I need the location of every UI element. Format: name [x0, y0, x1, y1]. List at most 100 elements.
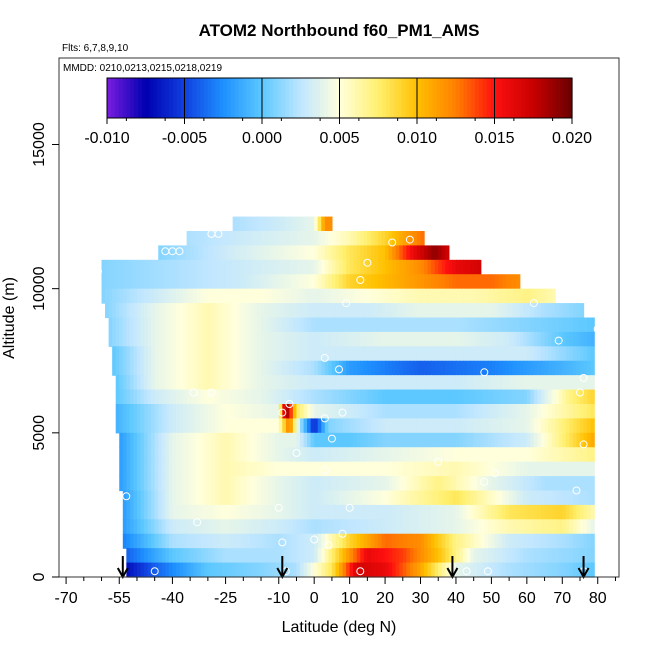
heatmap-cell — [523, 432, 528, 448]
heatmap-cell — [232, 216, 237, 232]
heatmap-cell — [243, 461, 248, 477]
heatmap-cell — [374, 461, 379, 477]
heatmap-cell — [370, 346, 376, 362]
heatmap-cell — [278, 360, 283, 376]
heatmap-cell — [339, 331, 344, 347]
heatmap-cell — [268, 346, 273, 362]
heatmap-cell — [427, 519, 432, 535]
heatmap-cell — [158, 259, 163, 275]
heatmap-cell — [498, 519, 503, 535]
heatmap-cell — [494, 346, 500, 362]
heatmap-cell — [271, 216, 276, 232]
heatmap-cell — [377, 533, 383, 549]
heatmap-cell — [502, 288, 507, 304]
heatmap-cell — [353, 418, 358, 434]
heatmap-cell — [519, 562, 524, 578]
heatmap-cell — [136, 461, 142, 477]
heatmap-cell — [186, 533, 191, 549]
colorbar-swatch — [463, 78, 468, 118]
heatmap-cell — [470, 548, 475, 564]
heatmap-cell — [222, 533, 227, 549]
heatmap-cell — [144, 418, 149, 434]
heatmap-cell — [222, 476, 227, 492]
heatmap-cell — [544, 548, 549, 564]
heatmap-cell — [558, 331, 563, 347]
heatmap-cell — [268, 259, 273, 275]
heatmap-cell — [172, 562, 177, 578]
heatmap-cell — [480, 548, 485, 564]
heatmap-cell — [512, 303, 517, 319]
heatmap-cell — [331, 519, 337, 535]
heatmap-cell — [455, 375, 461, 391]
heatmap-cell — [328, 490, 333, 506]
heatmap-cell — [381, 245, 386, 261]
heatmap-cell — [530, 504, 535, 520]
heatmap-cell — [222, 317, 227, 333]
heatmap-cell — [207, 360, 212, 376]
heatmap-cell — [222, 389, 227, 405]
heatmap-cell — [374, 432, 379, 448]
x-axis-label: Latitude (deg N) — [282, 619, 397, 636]
heatmap-cell — [385, 303, 390, 319]
heatmap-cell — [558, 389, 563, 405]
heatmap-cell — [229, 375, 234, 391]
heatmap-cell — [214, 533, 220, 549]
heatmap-cell — [179, 259, 184, 275]
colorbar-swatch — [471, 78, 476, 118]
heatmap-cell — [583, 447, 588, 463]
heatmap-cell — [370, 476, 376, 492]
heatmap-cell — [555, 360, 560, 376]
heatmap-cell — [289, 533, 294, 549]
heatmap-cell — [388, 504, 393, 520]
heatmap-cell — [261, 389, 266, 405]
heatmap-cell — [246, 490, 251, 506]
heatmap-cell — [268, 245, 273, 261]
heatmap-cell — [253, 432, 259, 448]
heatmap-cell — [136, 259, 142, 275]
heatmap-cell — [243, 375, 248, 391]
heatmap-cell — [441, 360, 446, 376]
heatmap-cell — [300, 519, 305, 535]
colorbar-swatch — [552, 78, 558, 118]
heatmap-cell — [353, 259, 358, 275]
heatmap-cell — [271, 231, 276, 247]
heatmap-cell — [367, 432, 372, 448]
heatmap-cell — [569, 461, 574, 477]
heatmap-cell — [183, 447, 188, 463]
heatmap-cell — [356, 404, 361, 420]
heatmap-cell — [360, 432, 365, 448]
colorbar-swatch — [366, 78, 372, 118]
heatmap-cell — [321, 476, 326, 492]
heatmap-cell — [572, 476, 578, 492]
heatmap-cell — [374, 447, 379, 463]
heatmap-cell — [144, 432, 149, 448]
heatmap-cell — [342, 476, 347, 492]
heatmap-cell — [168, 303, 174, 319]
heatmap-cell — [271, 346, 276, 362]
flights-subtitle: Flts: 6,7,8,9,10 — [62, 43, 129, 54]
heatmap-cell — [314, 389, 319, 405]
heatmap-cell — [399, 231, 404, 247]
heatmap-cell — [292, 288, 298, 304]
heatmap-cell — [253, 216, 259, 232]
heatmap-cell — [353, 461, 358, 477]
heatmap-cell — [413, 360, 418, 376]
heatmap-cell — [154, 418, 159, 434]
heatmap-cell — [385, 476, 390, 492]
heatmap-cell — [154, 346, 159, 362]
heatmap-cell — [225, 548, 230, 564]
heatmap-cell — [193, 331, 198, 347]
heatmap-cell — [317, 548, 322, 564]
heatmap-cell — [339, 346, 344, 362]
heatmap-cell — [214, 317, 220, 333]
heatmap-cell — [377, 404, 383, 420]
heatmap-cell — [353, 519, 358, 535]
colorbar-swatch — [521, 78, 527, 118]
heatmap-cell — [565, 476, 570, 492]
heatmap-cell — [576, 375, 581, 391]
heatmap-cell — [161, 519, 166, 535]
heatmap-cell — [441, 375, 446, 391]
heatmap-cell — [236, 288, 241, 304]
colorbar-swatch — [277, 78, 282, 118]
heatmap-cell — [555, 476, 560, 492]
